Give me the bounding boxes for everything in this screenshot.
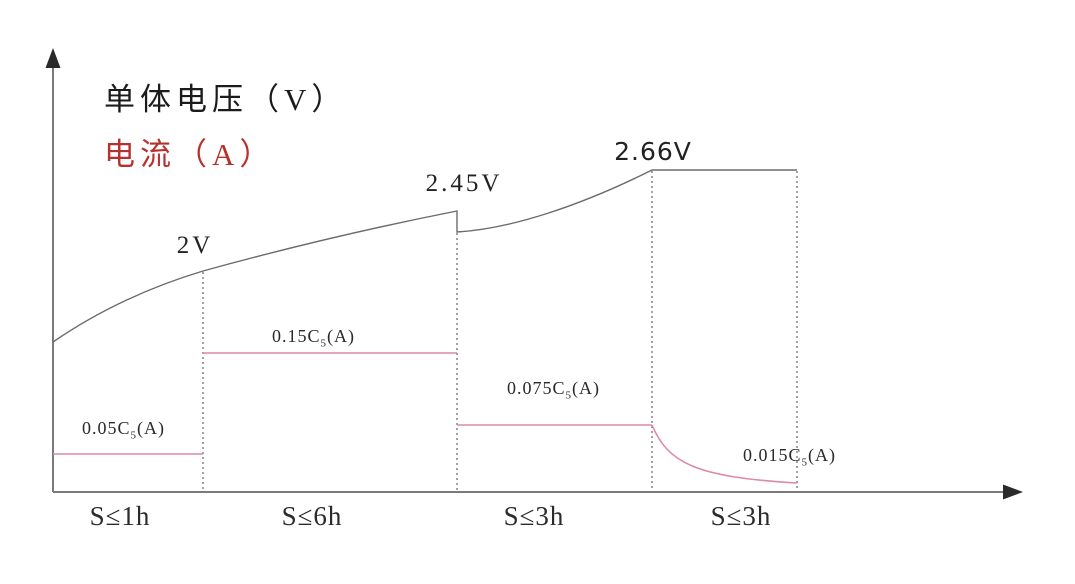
current-label-text: 0.075C [507,378,566,398]
legend-current-label: 电流（A） [104,137,276,172]
x-axis-stage-label-2: S≤6h [281,501,343,531]
current-value-label-stage1: 0.05C5(A) [82,418,166,441]
current-label-unit: (A) [137,418,166,438]
current-label-unit: (A) [808,445,837,465]
current-label-subscript: 5 [565,389,573,402]
current-label-subscript: 5 [130,429,138,442]
current-label-subscript: 5 [801,456,809,469]
x-axis-stage-label-3: S≤3h [503,501,565,531]
current-value-label-stage3: 0.075C5(A) [507,378,601,401]
legend-voltage-label: 单体电压（V） [104,82,348,117]
x-axis-stage-label-1: S≤1h [89,501,151,531]
y-axis-arrow-icon [45,48,61,68]
x-axis-stage-label-4: S≤3h [710,501,772,531]
voltage-point-label-2-45v: 2.45V [425,170,503,197]
current-value-label-stage2: 0.15C5(A) [272,326,356,349]
current-label-unit: (A) [572,378,601,398]
current-label-subscript: 5 [320,337,328,350]
voltage-point-label-2v: 2V [176,232,214,259]
current-label-text: 0.05C [82,418,131,438]
voltage-curve [52,169,797,343]
current-value-label-stage4: 0.015C5(A) [743,445,837,468]
x-axis-arrow-icon [1003,484,1023,500]
current-label-unit: (A) [327,326,356,346]
current-label-text: 0.15C [272,326,321,346]
current-label-text: 0.015C [743,445,802,465]
current-decay-curve [651,424,798,484]
voltage-point-label-2-66v: 2.66V [614,137,692,166]
